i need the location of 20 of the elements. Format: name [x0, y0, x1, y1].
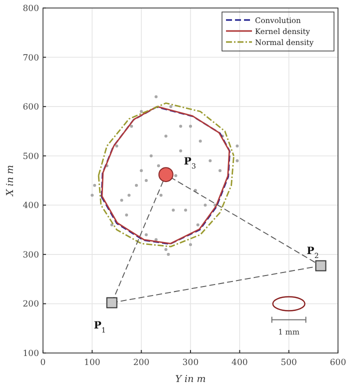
x-axis-title: Y in m [175, 374, 206, 385]
x-tick-label: 300 [182, 358, 199, 368]
y-tick-label: 700 [22, 53, 39, 64]
x-tick-label: 400 [232, 358, 248, 368]
annotation: P$_{3}$ [184, 156, 196, 171]
x-tick-label: 100 [84, 358, 100, 368]
x-tick-label: 600 [330, 358, 346, 368]
y-tick-label: 400 [22, 201, 39, 212]
x-tick-label: 0 [40, 358, 46, 368]
y-axis-title: X in m [5, 165, 16, 197]
y-tick-label: 200 [22, 300, 39, 310]
annotation: P$_{1}$ [94, 320, 106, 335]
y-tick-label: 300 [22, 250, 39, 260]
y-tick-label: 500 [22, 152, 39, 162]
y-tick-label: 600 [22, 102, 39, 113]
x-tick-label: 500 [280, 358, 297, 368]
x-tick-label: 200 [133, 358, 150, 368]
annotation: P$_{2}$ [306, 246, 319, 260]
y-tick-label: 800 [22, 4, 39, 14]
y-tick-label: 100 [22, 349, 39, 359]
